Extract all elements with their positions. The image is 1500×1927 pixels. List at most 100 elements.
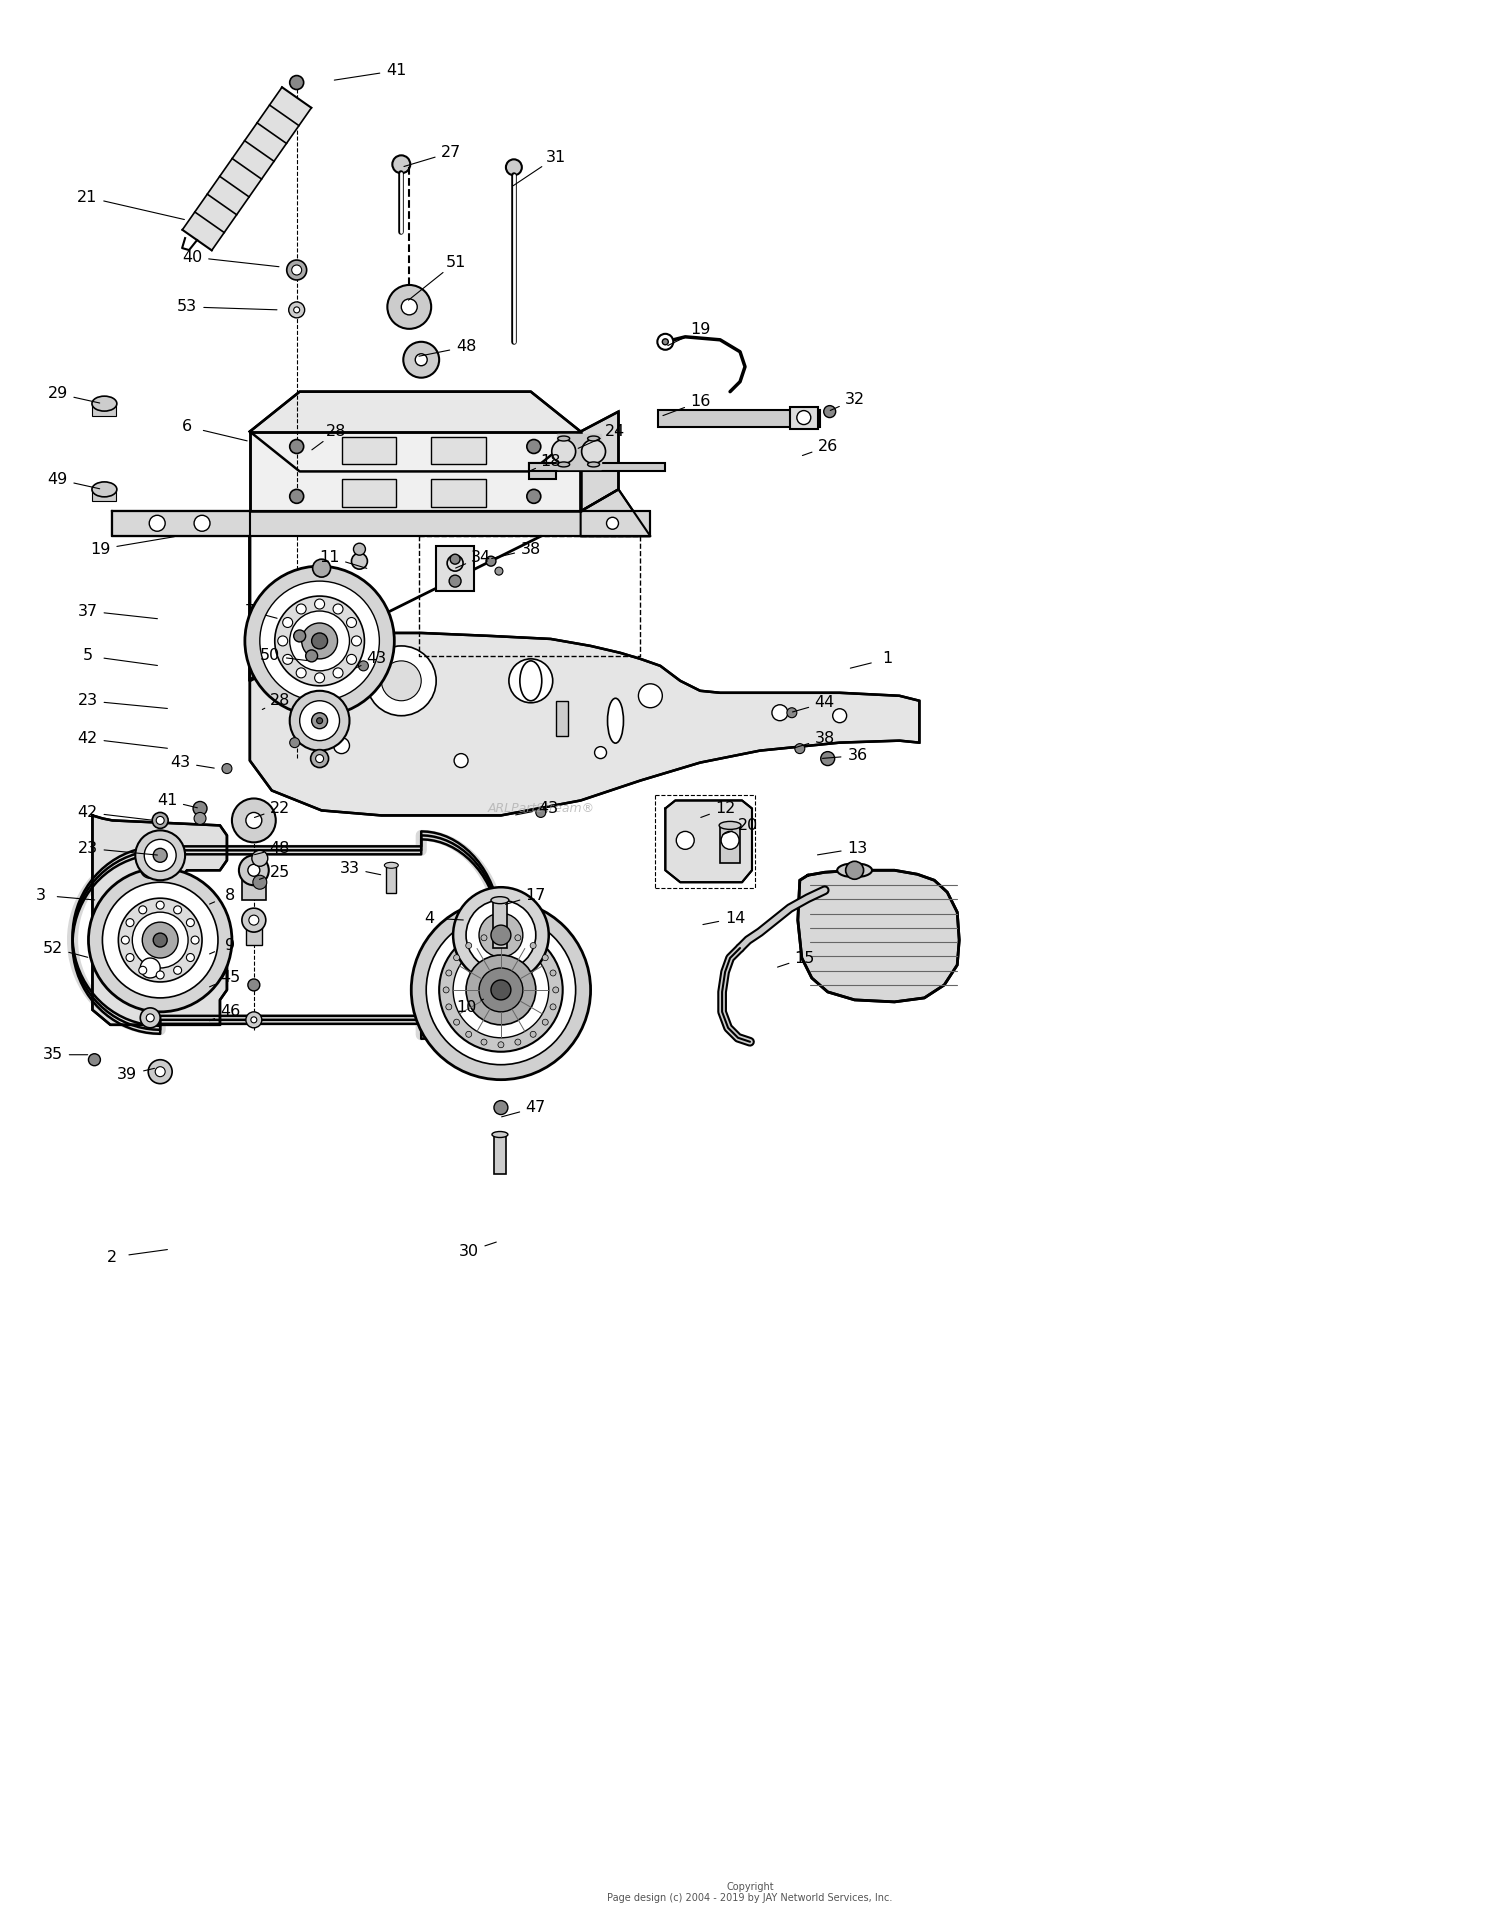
Text: 6: 6: [182, 418, 192, 434]
Circle shape: [288, 303, 304, 318]
Circle shape: [478, 967, 524, 1012]
Text: 16: 16: [690, 395, 711, 409]
Circle shape: [146, 1014, 154, 1021]
Circle shape: [788, 707, 796, 717]
Circle shape: [249, 915, 259, 925]
Circle shape: [316, 717, 322, 725]
Circle shape: [290, 439, 303, 453]
Circle shape: [387, 285, 430, 330]
Circle shape: [148, 515, 165, 532]
Circle shape: [238, 856, 268, 884]
Text: 40: 40: [182, 249, 203, 264]
Circle shape: [482, 1039, 488, 1044]
Text: 1: 1: [882, 651, 892, 667]
Circle shape: [312, 632, 327, 649]
Circle shape: [465, 942, 471, 948]
Circle shape: [442, 987, 448, 992]
Bar: [720, 825, 740, 863]
Circle shape: [315, 673, 324, 682]
Circle shape: [833, 709, 846, 723]
Text: 42: 42: [78, 730, 98, 746]
Circle shape: [222, 763, 232, 773]
Text: 52: 52: [42, 940, 63, 956]
Text: 29: 29: [48, 385, 68, 401]
Circle shape: [453, 1019, 459, 1025]
Circle shape: [526, 489, 542, 503]
Circle shape: [242, 908, 266, 933]
Circle shape: [466, 956, 536, 1025]
Circle shape: [722, 831, 740, 850]
Bar: [430, 437, 486, 464]
Bar: [242, 871, 266, 900]
Text: 37: 37: [78, 603, 98, 619]
Circle shape: [440, 929, 562, 1052]
Text: 30: 30: [459, 1243, 478, 1258]
Circle shape: [282, 655, 292, 665]
Text: 27: 27: [441, 145, 460, 160]
Circle shape: [402, 299, 417, 314]
Bar: [342, 480, 396, 507]
Text: 28: 28: [270, 694, 290, 709]
Circle shape: [126, 919, 134, 927]
Text: 32: 32: [844, 391, 864, 407]
Text: 17: 17: [525, 888, 546, 902]
Text: ARLPartStream®: ARLPartStream®: [488, 802, 594, 815]
Circle shape: [118, 898, 202, 983]
Circle shape: [582, 439, 606, 464]
Circle shape: [246, 813, 262, 829]
Polygon shape: [183, 87, 312, 251]
Circle shape: [88, 869, 232, 1012]
Text: 11: 11: [320, 549, 340, 565]
Circle shape: [278, 636, 288, 646]
Circle shape: [490, 925, 512, 944]
Text: 38: 38: [520, 541, 542, 557]
Circle shape: [252, 850, 268, 867]
Polygon shape: [556, 434, 600, 443]
Text: 5: 5: [82, 647, 93, 663]
Text: 51: 51: [446, 254, 466, 270]
Polygon shape: [112, 511, 251, 536]
Circle shape: [333, 603, 344, 615]
Bar: [387, 865, 396, 894]
Circle shape: [795, 744, 806, 753]
Circle shape: [244, 567, 394, 715]
Circle shape: [296, 669, 306, 678]
Bar: [494, 1135, 506, 1174]
Polygon shape: [251, 391, 580, 472]
Circle shape: [174, 965, 182, 975]
Circle shape: [796, 410, 812, 424]
Bar: [93, 403, 117, 416]
Text: 7: 7: [244, 603, 255, 619]
Bar: [93, 489, 117, 501]
Text: 23: 23: [78, 840, 98, 856]
Circle shape: [310, 750, 328, 767]
Ellipse shape: [837, 863, 872, 877]
Text: 44: 44: [815, 696, 836, 711]
Circle shape: [194, 802, 207, 815]
Text: 28: 28: [327, 424, 346, 439]
Circle shape: [141, 1008, 160, 1027]
Text: 18: 18: [540, 455, 561, 468]
Circle shape: [550, 1004, 556, 1010]
Circle shape: [186, 954, 195, 962]
Circle shape: [135, 831, 184, 881]
Text: 19: 19: [90, 541, 111, 557]
Text: 4: 4: [424, 911, 435, 925]
Circle shape: [291, 266, 302, 276]
Text: 26: 26: [818, 439, 839, 455]
Text: 10: 10: [456, 1000, 476, 1016]
Circle shape: [663, 339, 669, 345]
Text: 9: 9: [225, 938, 236, 952]
Circle shape: [290, 75, 303, 89]
Circle shape: [381, 661, 422, 701]
Polygon shape: [530, 464, 555, 480]
Circle shape: [144, 840, 176, 871]
Polygon shape: [556, 459, 600, 470]
Text: 21: 21: [78, 189, 98, 204]
Bar: [436, 545, 474, 592]
Circle shape: [490, 981, 512, 1000]
Circle shape: [274, 595, 364, 686]
Circle shape: [354, 543, 366, 555]
Text: 48: 48: [456, 339, 476, 355]
Ellipse shape: [608, 698, 624, 744]
